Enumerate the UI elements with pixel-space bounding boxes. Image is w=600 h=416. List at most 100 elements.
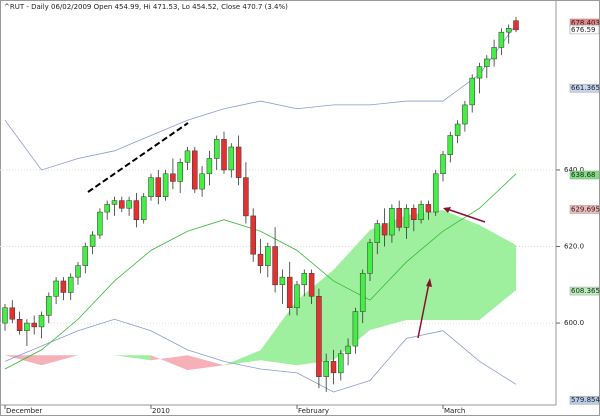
candle-body [374, 223, 381, 243]
cloud-segment [333, 230, 370, 361]
y-tick-label: 620.0 [564, 243, 584, 251]
cloud-segment [187, 355, 224, 371]
candle-body [338, 353, 344, 374]
candle-body [46, 296, 52, 316]
candle-body [243, 177, 249, 217]
x-tick-label: 2010 [152, 407, 170, 415]
price-label: 661.365 [571, 84, 600, 92]
candle-body [265, 246, 271, 266]
candle-body [184, 150, 191, 163]
candle-body [213, 139, 220, 159]
candle-body [359, 273, 366, 312]
candle-body [199, 173, 205, 190]
cloud-segment [5, 355, 42, 366]
candle-body [316, 296, 322, 377]
candle-body [53, 280, 59, 297]
arrow-head [426, 278, 432, 287]
candle-body [330, 361, 337, 374]
candle-body [75, 265, 81, 278]
plot [0, 16, 556, 393]
candle-body [89, 234, 96, 247]
candle-body [257, 253, 264, 266]
candle-body [162, 173, 169, 198]
y-tick-label: 640.0 [564, 166, 584, 174]
chart-title: ^RUT - Daily 06/02/2009 Open 454.99, Hi … [4, 3, 288, 11]
candle-body [491, 47, 497, 60]
candle-body [498, 31, 505, 48]
candle-body [235, 146, 242, 178]
candle-body [447, 135, 454, 155]
candle-body [38, 315, 45, 328]
x-tick-label: February [298, 407, 329, 415]
candle-body [286, 276, 293, 309]
candle-body [352, 311, 359, 347]
cloud-segment [114, 355, 151, 361]
candle-body [469, 77, 475, 106]
cloud-segment [406, 210, 443, 321]
x-tick-label: December [6, 407, 42, 415]
price-label-box [569, 170, 600, 180]
cloud-segment [260, 300, 297, 366]
price-label: 638.68 [571, 171, 596, 179]
candle-body [425, 204, 432, 213]
candle-body [60, 280, 67, 293]
price-label: 676.59 [571, 26, 596, 34]
cloud-segment [297, 269, 334, 366]
price-label-box [569, 205, 600, 214]
cloud-segment [479, 225, 516, 321]
cloud-layer [0, 169, 556, 371]
candle-body [440, 154, 446, 175]
candle-body [381, 223, 388, 236]
candle-body [505, 28, 512, 33]
candle-body [140, 196, 147, 220]
candle-body [170, 173, 176, 182]
candle-body [432, 173, 439, 213]
candle-body [97, 211, 103, 236]
candle-body [82, 246, 89, 266]
price-label-box [569, 395, 600, 405]
cloud-segment [224, 350, 261, 366]
candle-layer [2, 16, 519, 392]
price-label-box [569, 83, 600, 93]
cloud-segment [370, 215, 407, 330]
candle-body [155, 177, 162, 198]
candle-body [389, 207, 395, 236]
moving-average [4, 173, 517, 370]
candle-body [16, 319, 23, 331]
candle-body [411, 207, 417, 220]
cloud-segment [151, 355, 188, 371]
candle-body [104, 204, 110, 213]
lower-band [4, 318, 517, 393]
candle-body [177, 162, 183, 182]
candle-body [513, 20, 519, 31]
candle-body [67, 276, 74, 293]
price-label: 579.854 [571, 396, 600, 404]
upper-band [4, 24, 517, 171]
price-label-box [569, 286, 600, 296]
candle-body [31, 322, 37, 328]
trend-line [87, 122, 189, 193]
candle-body [119, 200, 125, 209]
candle-body [279, 276, 286, 286]
candle-body [272, 246, 278, 286]
candle-body [345, 345, 351, 354]
candle-body [2, 307, 8, 324]
cloud-segment [443, 210, 480, 321]
candle-body [206, 158, 213, 175]
candle-body [9, 307, 16, 320]
candle-body [484, 58, 490, 67]
price-label-box [569, 25, 600, 35]
candle-body [476, 66, 483, 79]
candle-body [221, 139, 227, 171]
candle-body [323, 361, 329, 377]
cloud-segment [41, 355, 78, 366]
candle-body [308, 273, 315, 297]
candle-body [250, 215, 256, 255]
arrow [446, 208, 486, 223]
price-label: 629.695 [571, 205, 600, 213]
candle-body [418, 204, 424, 220]
candle-body [462, 104, 468, 125]
candle-body [148, 177, 154, 198]
